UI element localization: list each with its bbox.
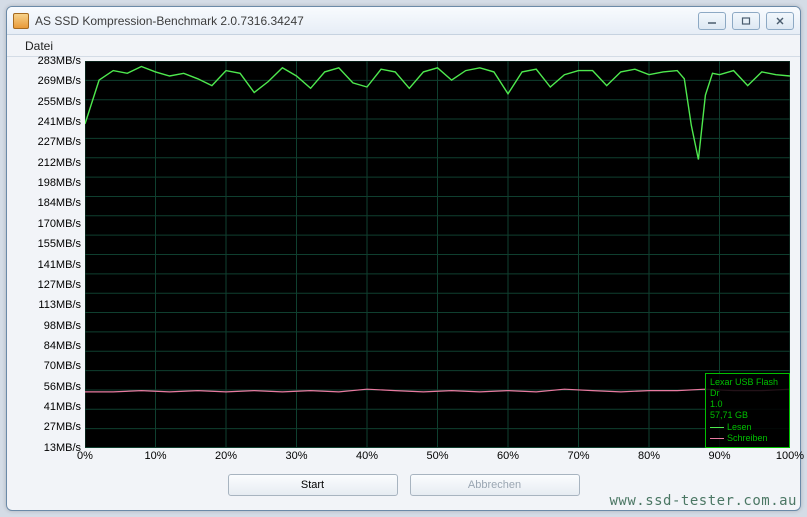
y-axis-label: 84MB/s xyxy=(44,340,81,352)
minimize-button[interactable] xyxy=(698,12,726,30)
y-axis-label: 27MB/s xyxy=(44,421,81,433)
app-icon xyxy=(13,13,29,29)
y-axis-label: 98MB/s xyxy=(44,320,81,332)
y-axis-label: 269MB/s xyxy=(38,75,81,87)
x-axis-label: 50% xyxy=(426,450,448,462)
y-axis-label: 56MB/s xyxy=(44,381,81,393)
window-controls xyxy=(698,12,794,30)
start-button[interactable]: Start xyxy=(228,474,398,496)
x-axis-label: 60% xyxy=(497,450,519,462)
x-axis-label: 20% xyxy=(215,450,237,462)
legend-write-swatch xyxy=(710,438,724,439)
y-axis-label: 41MB/s xyxy=(44,401,81,413)
compression-chart: 283MB/s269MB/s255MB/s241MB/s227MB/s212MB… xyxy=(15,61,792,468)
legend-device-line1: Lexar USB Flash Dr xyxy=(710,377,785,400)
y-axis-label: 113MB/s xyxy=(38,299,81,311)
y-axis-label: 255MB/s xyxy=(38,96,81,108)
y-axis-label: 241MB/s xyxy=(38,116,81,128)
x-axis-label: 80% xyxy=(638,450,660,462)
y-axis: 283MB/s269MB/s255MB/s241MB/s227MB/s212MB… xyxy=(15,61,85,468)
menubar: Datei xyxy=(7,35,800,57)
y-axis-label: 227MB/s xyxy=(38,136,81,148)
legend-box: Lexar USB Flash Dr 1.0 57,71 GB Lesen Sc… xyxy=(705,373,790,449)
y-axis-label: 155MB/s xyxy=(38,238,81,250)
legend-read-swatch xyxy=(710,427,724,428)
legend-capacity: 57,71 GB xyxy=(710,410,785,421)
x-axis-label: 70% xyxy=(567,450,589,462)
x-axis: 0%10%20%30%40%50%60%70%80%90%100% xyxy=(85,448,790,468)
window-title: AS SSD Kompression-Benchmark 2.0.7316.34… xyxy=(35,14,304,28)
y-axis-label: 212MB/s xyxy=(38,157,81,169)
legend-write-row: Schreiben xyxy=(710,433,785,444)
chart-plot-area: Lexar USB Flash Dr 1.0 57,71 GB Lesen Sc… xyxy=(85,61,790,448)
legend-read-label: Lesen xyxy=(727,422,752,433)
x-axis-label: 0% xyxy=(77,450,93,462)
content-area: 283MB/s 269MB/s 255MB/s 241MB/s 227MB/s 212MB… xyxy=(7,57,800,510)
x-axis-label: 30% xyxy=(285,450,307,462)
x-axis-label: 10% xyxy=(144,450,166,462)
series-layer xyxy=(85,61,790,448)
y-axis-label: 13MB/s xyxy=(44,442,81,454)
y-axis-label: 283MB/s xyxy=(38,55,81,67)
y-axis-label: 127MB/s xyxy=(38,279,81,291)
legend-device-line2: 1.0 xyxy=(710,399,785,410)
menu-file[interactable]: Datei xyxy=(17,37,61,55)
x-axis-label: 40% xyxy=(356,450,378,462)
x-axis-label: 90% xyxy=(708,450,730,462)
y-axis-label: 184MB/s xyxy=(38,197,81,209)
legend-read-row: Lesen xyxy=(710,422,785,433)
legend-write-label: Schreiben xyxy=(727,433,768,444)
abort-button[interactable]: Abbrechen xyxy=(410,474,580,496)
app-window: AS SSD Kompression-Benchmark 2.0.7316.34… xyxy=(6,6,801,511)
maximize-button[interactable] xyxy=(732,12,760,30)
y-axis-label: 70MB/s xyxy=(44,360,81,372)
close-button[interactable] xyxy=(766,12,794,30)
y-axis-label: 198MB/s xyxy=(38,177,81,189)
y-axis-label: 170MB/s xyxy=(38,218,81,230)
titlebar: AS SSD Kompression-Benchmark 2.0.7316.34… xyxy=(7,7,800,35)
watermark-text: www.ssd-tester.com.au xyxy=(609,493,797,509)
x-axis-label: 100% xyxy=(776,450,804,462)
y-axis-label: 141MB/s xyxy=(38,259,81,271)
